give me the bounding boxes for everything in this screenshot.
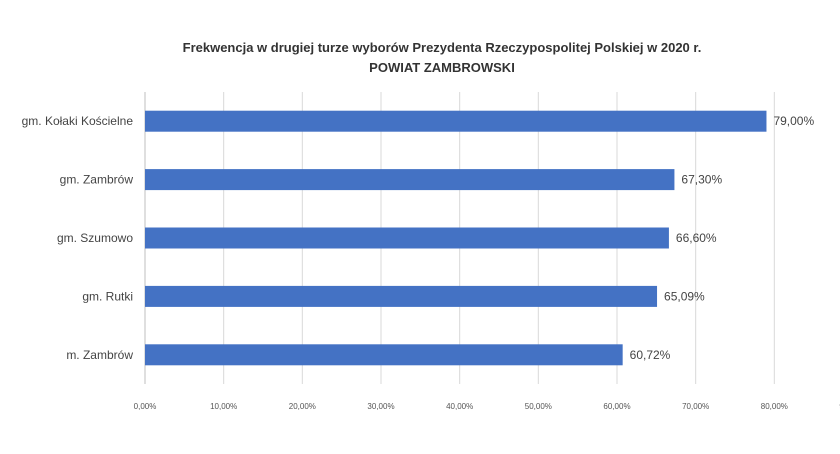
x-tick-label: 20,00% <box>289 402 316 411</box>
category-label: gm. Kołaki Kościelne <box>22 114 134 128</box>
x-tick-label: 30,00% <box>367 402 394 411</box>
bar <box>145 110 767 132</box>
value-label: 65,09% <box>664 289 705 303</box>
bar <box>145 285 658 307</box>
category-label: m. Zambrów <box>66 348 133 362</box>
value-label: 67,30% <box>681 173 722 187</box>
x-tick-label: 50,00% <box>525 402 552 411</box>
value-label: 66,60% <box>676 231 717 245</box>
bar <box>145 344 623 366</box>
x-tick-label: 10,00% <box>210 402 237 411</box>
value-label: 79,00% <box>773 114 814 128</box>
bar <box>145 227 669 249</box>
x-tick-label: 60,00% <box>603 402 630 411</box>
chart-title: Frekwencja w drugiej turze wyborów Prezy… <box>182 40 702 55</box>
x-tick-label: 80,00% <box>761 402 788 411</box>
category-label: gm. Rutki <box>82 289 133 303</box>
x-tick-label: 0,00% <box>134 402 157 411</box>
category-label: gm. Szumowo <box>57 231 133 245</box>
x-tick-label: 40,00% <box>446 402 473 411</box>
value-label: 60,72% <box>630 348 671 362</box>
bar <box>145 169 675 191</box>
category-label: gm. Zambrów <box>60 173 134 187</box>
chart-subtitle: POWIAT ZAMBROWSKI <box>369 60 515 75</box>
x-tick-label: 70,00% <box>682 402 709 411</box>
